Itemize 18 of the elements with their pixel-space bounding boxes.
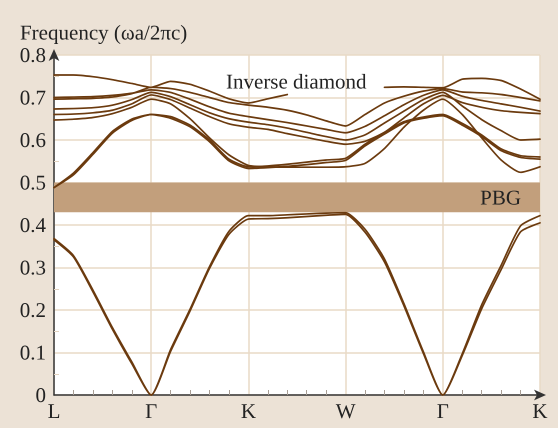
y-tick-label: 0.4 [20, 213, 46, 237]
y-tick-label: 0 [36, 383, 46, 407]
band-label: PBG [480, 185, 521, 210]
x-tick-label: W [336, 399, 356, 423]
y-tick-label: 0.3 [20, 256, 46, 280]
y-tick-label: 0.7 [20, 86, 46, 110]
x-tick-label: K [240, 399, 256, 423]
x-tick-label: Γ [436, 399, 449, 423]
x-tick-label: K [532, 399, 548, 423]
y-tick-label: 0.8 [20, 43, 46, 67]
y-tick-label: 0.2 [20, 298, 46, 322]
annotation: Inverse diamond [226, 70, 368, 94]
y-tick-label: 0.6 [20, 128, 46, 152]
y-axis-title: Frequency (ωa/2πc) [20, 20, 188, 44]
x-tick-label: L [48, 399, 60, 423]
y-tick-label: 0.5 [20, 170, 46, 194]
y-tick-label: 0.1 [20, 340, 46, 364]
x-tick-label: Γ [145, 399, 158, 423]
